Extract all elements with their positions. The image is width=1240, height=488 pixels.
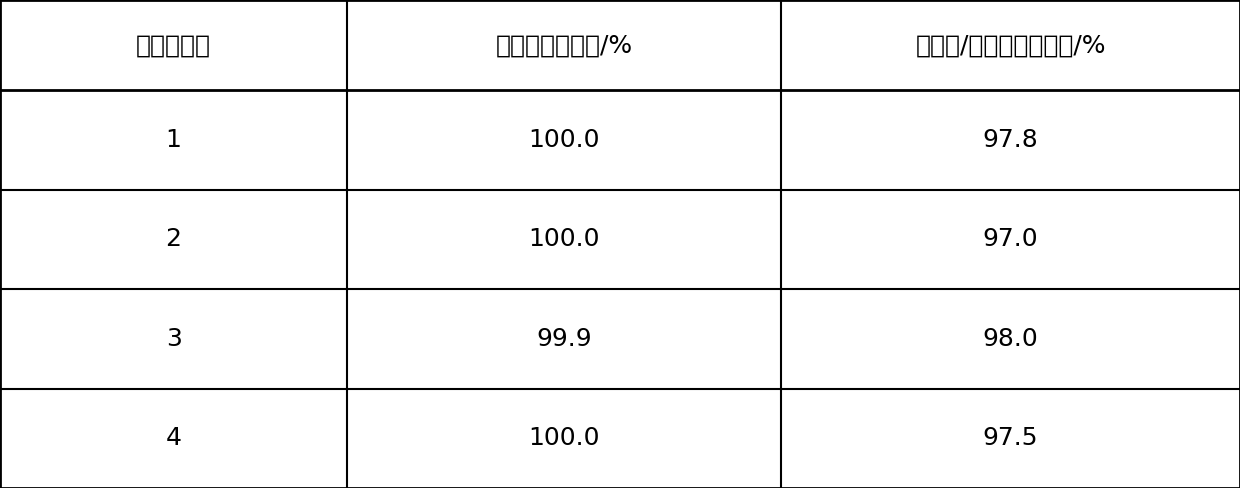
Text: 4: 4: [166, 427, 181, 450]
Text: 橙花醇/香叶醇的选择性/%: 橙花醇/香叶醇的选择性/%: [915, 33, 1106, 57]
Text: 100.0: 100.0: [528, 427, 600, 450]
Text: 催化剂套用: 催化剂套用: [136, 33, 211, 57]
Text: 99.9: 99.9: [537, 327, 591, 351]
Text: 100.0: 100.0: [528, 128, 600, 152]
Text: 98.0: 98.0: [983, 327, 1038, 351]
Text: 3: 3: [166, 327, 181, 351]
Text: 2: 2: [166, 227, 181, 251]
Text: 1: 1: [166, 128, 181, 152]
Text: 97.8: 97.8: [983, 128, 1038, 152]
Text: 97.5: 97.5: [983, 427, 1038, 450]
Text: 97.0: 97.0: [983, 227, 1038, 251]
Text: 100.0: 100.0: [528, 227, 600, 251]
Text: 柠檬醛的转化率/%: 柠檬醛的转化率/%: [496, 33, 632, 57]
